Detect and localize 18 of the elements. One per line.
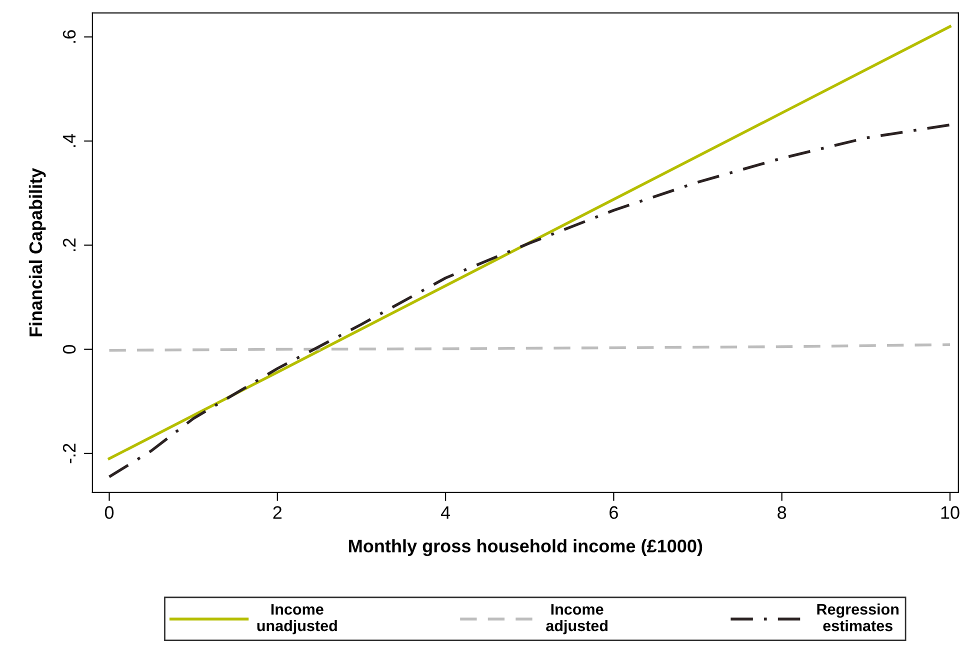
y-axis-title: Financial Capability	[28, 168, 46, 336]
x-tick-label: 10	[941, 506, 960, 519]
x-tick-label: 8	[778, 506, 786, 519]
y-tick-label: .6	[62, 30, 76, 43]
x-tick-label: 4	[440, 506, 450, 519]
legend-label: Income adjusted	[546, 604, 608, 634]
y-tick-label: 0	[62, 344, 76, 354]
legend-label: Income unadjusted	[257, 604, 337, 634]
y-tick-label: .2	[62, 238, 76, 252]
legend-label: Regression estimates	[817, 603, 899, 632]
x-tick-label: 6	[610, 506, 618, 519]
line-series	[108, 124, 952, 478]
x-tick-label: 0	[104, 506, 114, 519]
y-tick-label: -.2	[62, 444, 76, 464]
x-axis-title: Monthly gross household income (£1000)	[349, 539, 702, 556]
line-series	[108, 25, 952, 460]
y-tick-label: .4	[63, 134, 76, 147]
x-tick-label: 2	[273, 506, 282, 519]
